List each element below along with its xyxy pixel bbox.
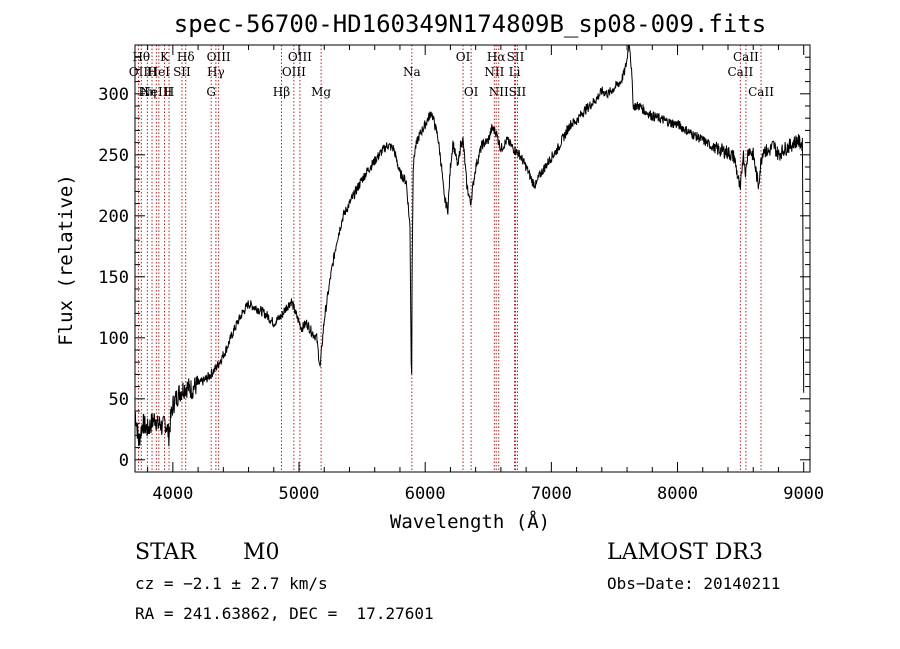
spectral-line-label: HeI bbox=[148, 65, 171, 79]
spectral-line-label: OIII bbox=[282, 65, 306, 79]
spectral-line-label: Li bbox=[509, 65, 521, 79]
spectrum-line bbox=[134, 44, 805, 447]
redshift-cz: cz = −2.1 ± 2.7 km/s bbox=[135, 574, 328, 593]
x-tick-label: 9000 bbox=[783, 484, 824, 504]
x-tick-label: 7000 bbox=[531, 484, 572, 504]
observation-date: Obs−Date: 20140211 bbox=[607, 574, 781, 593]
y-axis-label: Flux (relative) bbox=[55, 174, 77, 346]
x-tick-label: 4000 bbox=[152, 484, 193, 504]
spectral-line-label: H bbox=[147, 65, 157, 79]
y-tick-label: 0 bbox=[119, 451, 129, 471]
x-tick-label: 6000 bbox=[405, 484, 446, 504]
spectral-line-label: SII bbox=[173, 65, 191, 79]
coordinates: RA = 241.63862, DEC = 17.27601 bbox=[135, 604, 434, 623]
x-tick-label: 8000 bbox=[657, 484, 698, 504]
spectral-line-label: Mg bbox=[311, 85, 331, 99]
x-tick-label: 5000 bbox=[279, 484, 320, 504]
object-class: STAR bbox=[135, 540, 196, 565]
spectral-line-label: Hδ bbox=[177, 50, 195, 64]
y-tick-label: 50 bbox=[109, 390, 129, 410]
spectral-line-label: NII bbox=[484, 65, 504, 79]
spectral-line-label: CaII bbox=[733, 50, 759, 64]
spectral-line-label: CaII bbox=[727, 65, 753, 79]
axis-ticks: 4000 5000 6000 7000 8000 9000 0 50 100 150 200 250 3… bbox=[98, 45, 824, 504]
x-axis-label: Wavelength (Å) bbox=[390, 510, 550, 533]
spectral-line-label: OIII bbox=[207, 50, 231, 64]
spectral-line-label: OIII bbox=[288, 50, 312, 64]
spectral-line-label: CaII bbox=[748, 85, 774, 99]
y-tick-label: 250 bbox=[98, 146, 129, 166]
spectral-line-label: Hβ bbox=[273, 85, 290, 99]
spectral-line-label: Na bbox=[403, 65, 421, 79]
y-tick-label: 150 bbox=[98, 268, 129, 288]
y-tick-label: 100 bbox=[98, 329, 129, 349]
spectral-line-label: SII bbox=[509, 85, 527, 99]
spectral-line-label: Hγ bbox=[207, 65, 225, 79]
plot-frame bbox=[134, 44, 811, 473]
y-tick-label: 200 bbox=[98, 207, 129, 227]
spectral-line-label: SII bbox=[507, 50, 525, 64]
spectral-line-label: OII bbox=[129, 65, 149, 79]
survey-name: LAMOST DR3 bbox=[607, 540, 763, 565]
y-tick-label: 300 bbox=[98, 85, 129, 105]
spectral-line-label: G bbox=[206, 85, 216, 99]
spectral-line-label: OI bbox=[464, 85, 479, 99]
spectral-line-label: H bbox=[164, 85, 174, 99]
spectral-lines: OIIHθHηHNeIIIHeIKHSIIHδGHγOIIIHβOIIIOIII… bbox=[129, 45, 774, 472]
spectral-line-label: OI bbox=[456, 50, 471, 64]
chart-title: spec-56700-HD160349N174809B_sp08-009.fit… bbox=[174, 10, 766, 38]
spectral-line-label: Hθ bbox=[132, 50, 150, 64]
spectral-line-label: K bbox=[160, 50, 170, 64]
spectral-line-label: Hα bbox=[487, 50, 506, 64]
spectral-line-label: NII bbox=[489, 85, 509, 99]
object-subclass: M0 bbox=[243, 540, 280, 565]
